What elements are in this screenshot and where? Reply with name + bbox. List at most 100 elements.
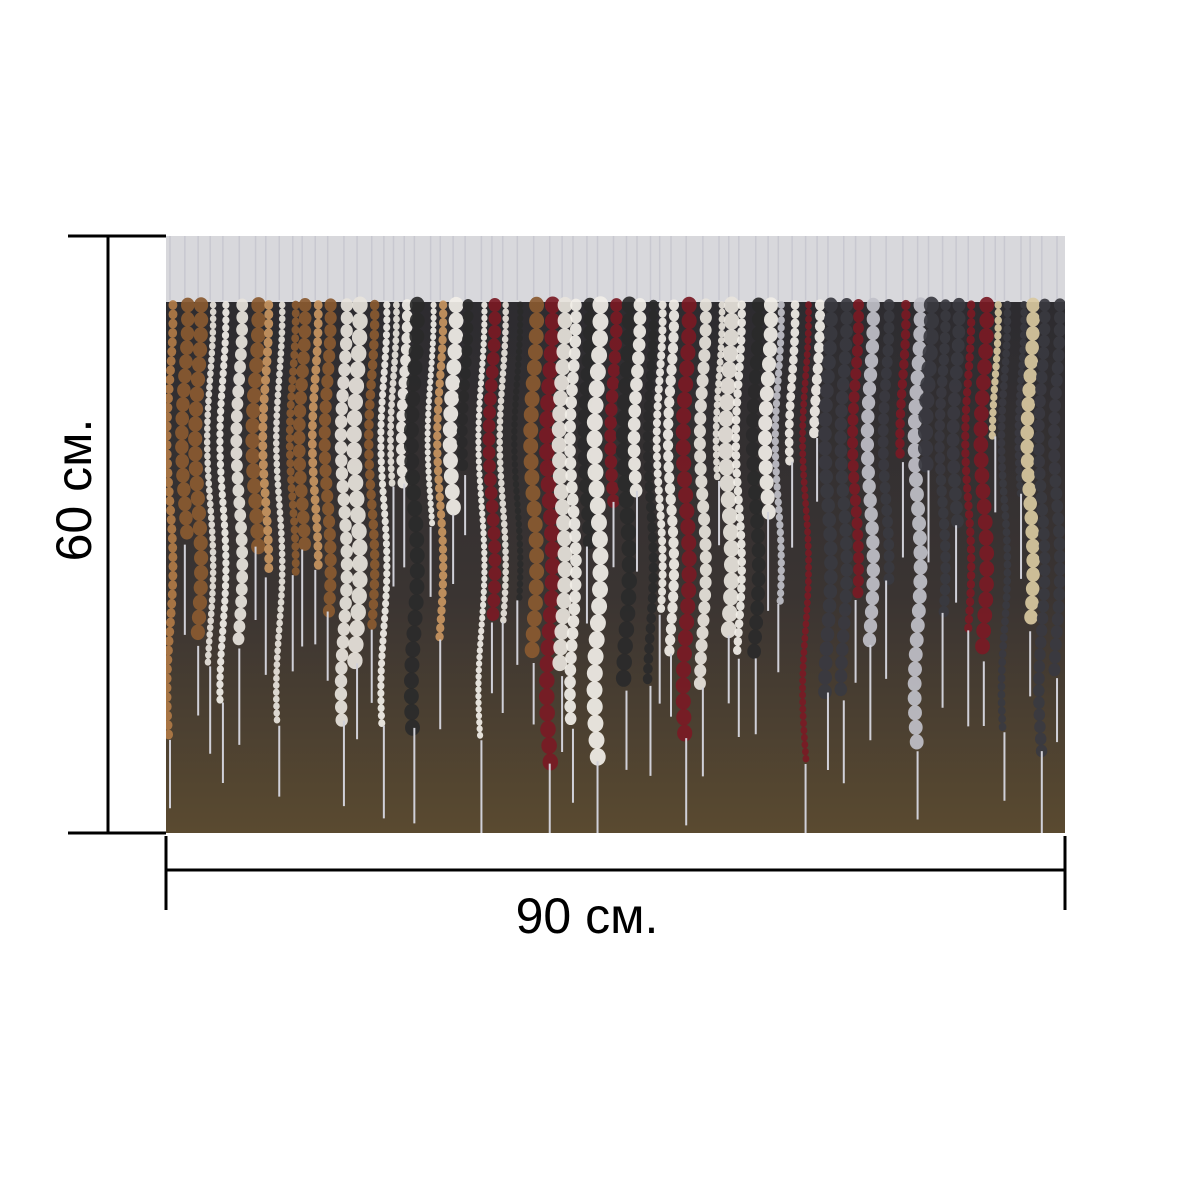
bead [658,553,667,563]
bead [523,422,539,439]
bead [907,690,922,706]
bead [801,634,809,642]
bead [948,392,961,407]
bead [539,671,555,689]
bead [544,296,561,314]
bead [586,697,603,716]
bead [912,588,927,604]
bead [645,623,656,634]
bead [723,312,740,330]
bead [524,641,540,659]
bead [1002,341,1011,350]
bead [1048,449,1061,463]
bead [457,413,468,426]
bead [380,495,388,504]
bead [645,491,655,503]
bead [935,474,947,486]
bead [481,308,488,315]
bead [567,505,580,519]
bead [967,309,976,319]
bead [377,704,385,713]
bead [835,404,848,418]
bead [950,500,963,515]
bead [425,410,432,418]
bead [217,650,225,659]
bead [809,427,820,439]
bead [881,356,893,369]
bead [804,591,812,600]
bead [723,539,740,557]
bead [480,334,488,342]
bead [1052,512,1065,526]
bead [736,335,746,346]
bead [811,384,822,396]
bead [777,551,785,560]
bead [962,396,971,406]
bead [647,522,658,533]
bead [462,310,474,323]
bead [513,494,521,502]
bead [544,312,561,330]
bead [630,377,643,392]
bead [681,312,697,330]
bead [475,699,482,707]
bead [262,356,272,367]
bead [665,493,676,506]
bead [1022,382,1036,398]
bead [658,300,667,310]
bead [565,639,578,653]
bead [263,347,273,357]
bead [498,479,505,487]
bead [680,597,696,615]
bead [298,537,312,551]
bead [695,386,708,400]
bead [615,442,632,460]
bead [642,420,653,432]
bead [235,595,248,609]
bead [477,386,484,394]
bead [250,523,265,540]
bead [313,318,323,329]
bead [588,631,605,649]
bead [836,390,849,405]
bead [294,390,307,405]
bead [382,599,390,608]
bead [950,514,964,529]
bead [222,301,230,309]
bead [323,349,336,363]
bead [377,681,385,690]
bead [424,423,431,431]
bead [427,500,434,508]
bead [657,528,666,537]
bead [193,535,208,551]
bead [274,391,282,399]
bead [222,308,230,317]
bead [476,660,483,668]
bead [863,493,877,508]
bead [713,472,721,481]
bead [220,361,228,370]
bead [1051,499,1064,513]
bead [909,734,924,750]
bead [1016,489,1024,498]
bead [656,511,665,521]
bead [209,301,217,309]
bead [1036,612,1049,625]
bead [168,561,178,572]
bead [1054,310,1065,325]
bead [722,345,739,363]
bead [803,350,811,359]
bead [774,498,782,507]
bead [166,486,174,497]
bead [392,343,399,352]
bead [369,549,380,560]
bead [1003,560,1012,569]
bead [1033,696,1045,710]
bead [629,390,642,405]
bead [839,523,853,538]
bead [216,695,224,704]
bead [605,389,619,404]
bead [648,562,659,574]
bead [698,512,711,526]
bead [735,504,744,514]
